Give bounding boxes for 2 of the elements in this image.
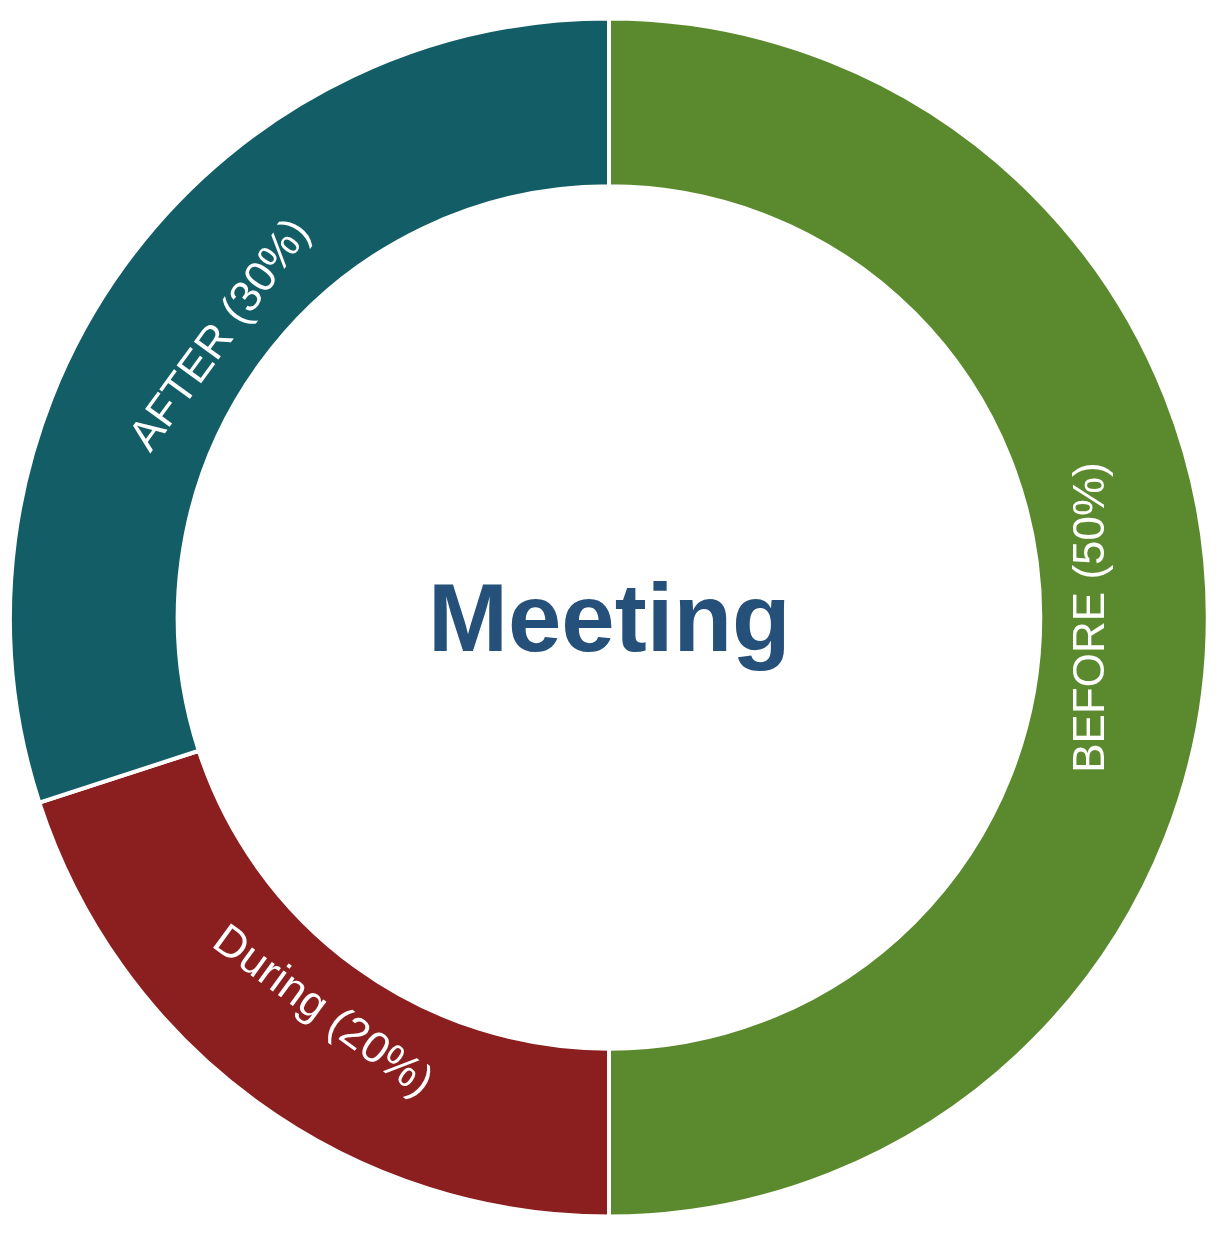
text: Meeting <box>428 564 791 671</box>
slice-label: BEFORE (50%) <box>1064 462 1114 773</box>
